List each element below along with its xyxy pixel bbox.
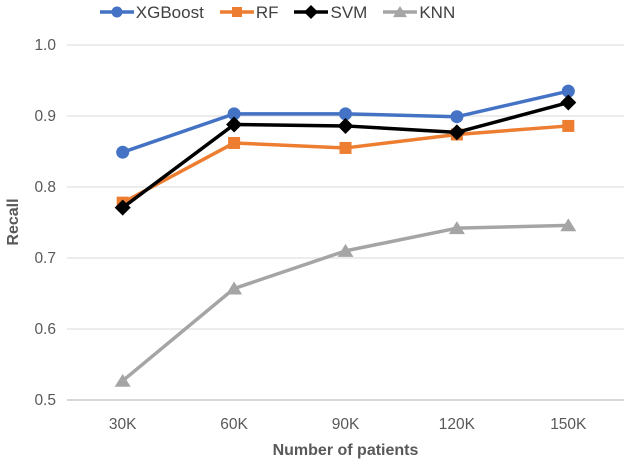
data-point-knn-30k [114,373,131,387]
circle-marker-icon [99,6,134,18]
series-line-rf [120,124,571,205]
data-point-svm-30k [114,199,131,216]
x-tick-label: 90K [332,416,360,433]
data-point-knn-90k [337,243,354,257]
square-marker-icon [219,7,254,17]
data-point-rf-150k [562,119,575,132]
y-axis-title: Recall [5,198,22,246]
x-tick-label: 120K [439,416,476,433]
legend-item-rf: RF [219,2,279,22]
data-point-svm-120k [448,124,465,141]
legend-item-xgboost: XGBoost [99,2,204,22]
triangle-marker-icon [383,6,418,18]
chart-legend: XGBoost RF SVM KNN [0,2,592,22]
diamond-marker-icon [294,5,329,19]
y-tick-label: 0.6 [34,321,56,338]
data-point-xgboost-120k [450,110,464,124]
legend-marker [231,7,242,17]
legend-label: XGBoost [135,2,204,22]
legend-label: KNN [419,2,456,22]
data-point-xgboost-150k [561,84,575,98]
data-point-xgboost-90k [339,107,352,121]
x-tick-label: 60K [220,416,248,433]
data-point-svm-90k [337,117,354,134]
y-tick-label: 0.9 [34,108,56,125]
data-point-rf-60k [228,136,241,149]
x-tick-label: 30K [109,416,137,433]
data-point-rf-90k [339,141,352,154]
legend-marker [393,6,408,18]
legend-marker [111,6,123,18]
data-point-knn-60k [226,281,243,295]
y-tick-label: 0.5 [34,392,56,409]
y-tick-label: 0.8 [34,179,56,196]
y-tick-label: 0.7 [34,250,56,267]
data-point-xgboost-30k [116,145,130,159]
legend-label: SVM [330,2,368,22]
legend-label: RF [255,2,279,22]
data-point-knn-150k [560,218,577,232]
x-axis-title: Number of patients [272,442,419,459]
x-tick-label: 150K [550,416,587,433]
legend-item-knn: KNN [383,4,455,21]
legend-item-svm: SVM [294,4,367,21]
data-point-svm-150k [560,94,577,111]
data-point-xgboost-60k [227,107,241,121]
data-point-svm-60k [226,116,243,133]
data-point-knn-120k [448,221,465,235]
legend-marker [304,5,319,19]
y-tick-label: 1.0 [34,37,56,54]
